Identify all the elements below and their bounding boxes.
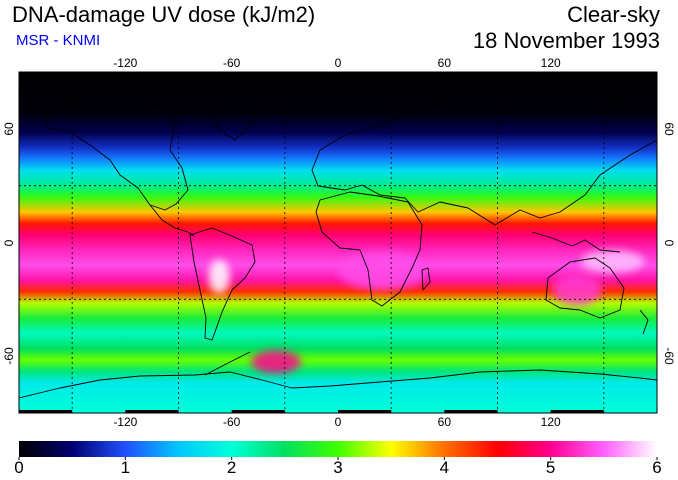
frame-tick-top (19, 72, 73, 75)
frame-tick-bottom (231, 410, 285, 413)
lon-label-top: 0 (334, 56, 342, 70)
frame-tick-bottom (444, 410, 498, 413)
lat-label-left: 0 (2, 239, 16, 246)
coast-australia (545, 257, 625, 319)
anomaly-4 (552, 274, 603, 306)
data-source: MSR - KNMI (16, 32, 101, 49)
lon-label-bottom: 60 (437, 415, 452, 429)
lon-label-top: -120 (113, 56, 138, 70)
lon-label-bottom: 120 (540, 415, 561, 429)
anomaly-1 (251, 350, 301, 374)
lon-label-bottom: -60 (222, 415, 241, 429)
colorbar-label: 2 (226, 458, 237, 477)
anomaly-2 (580, 250, 645, 273)
lat-label-left: -60 (2, 347, 16, 365)
colorbar-label: 6 (652, 458, 662, 477)
map-date: 18 November 1993 (472, 28, 660, 53)
lat-label-right: -60 (662, 347, 676, 365)
anomaly-3 (338, 251, 427, 290)
colorbar-label: 4 (439, 458, 450, 477)
coast-central-america (149, 204, 195, 237)
lat-label-right: 0 (662, 239, 676, 246)
coast-new-zealand (639, 309, 649, 335)
frame-tick-top (550, 72, 604, 75)
lon-label-bottom: -120 (113, 415, 138, 429)
anomaly-0 (208, 259, 230, 294)
coast-madagascar (421, 267, 431, 291)
colorbar-label: 0 (14, 458, 24, 477)
map-title: DNA-damage UV dose (kJ/m2) (12, 2, 316, 27)
lat-label-right: 60 (662, 122, 676, 136)
lat-label-left: 60 (2, 122, 16, 136)
frame-tick-bottom (125, 410, 179, 413)
colorbar (18, 441, 658, 460)
colorbar-label: 1 (120, 458, 131, 477)
frame-tick-top (338, 72, 392, 75)
lon-label-top: -60 (222, 56, 241, 70)
coast-eurasia (311, 94, 657, 226)
regional-anomalies (208, 250, 645, 374)
coast-antarctic-peninsula (204, 351, 251, 376)
sky-condition: Clear-sky (567, 2, 660, 27)
coast-antarctica (19, 369, 657, 399)
colorbar-label: 5 (545, 458, 556, 477)
colorbar-fill (19, 441, 657, 457)
frame-tick-top (444, 72, 498, 75)
coast-indonesia (531, 231, 621, 253)
frame-tick-top (125, 72, 179, 75)
lon-label-top: 60 (437, 56, 452, 70)
coast-greenland (204, 87, 263, 141)
colorbar-label: 3 (333, 458, 343, 477)
map-panel (18, 71, 658, 414)
graticule (19, 72, 657, 413)
frame-tick-top (231, 72, 285, 75)
frame-tick-bottom (19, 410, 73, 413)
frame-tick-bottom (338, 410, 392, 413)
lon-label-bottom: 0 (334, 415, 342, 429)
coast-north-america (44, 97, 189, 211)
zonal-field (19, 72, 657, 413)
lon-label-top: 120 (540, 56, 561, 70)
frame-ticks (19, 72, 604, 413)
colorbar-ticks (18, 457, 658, 460)
coast-south-america (189, 227, 256, 341)
frame-tick-bottom (550, 410, 604, 413)
